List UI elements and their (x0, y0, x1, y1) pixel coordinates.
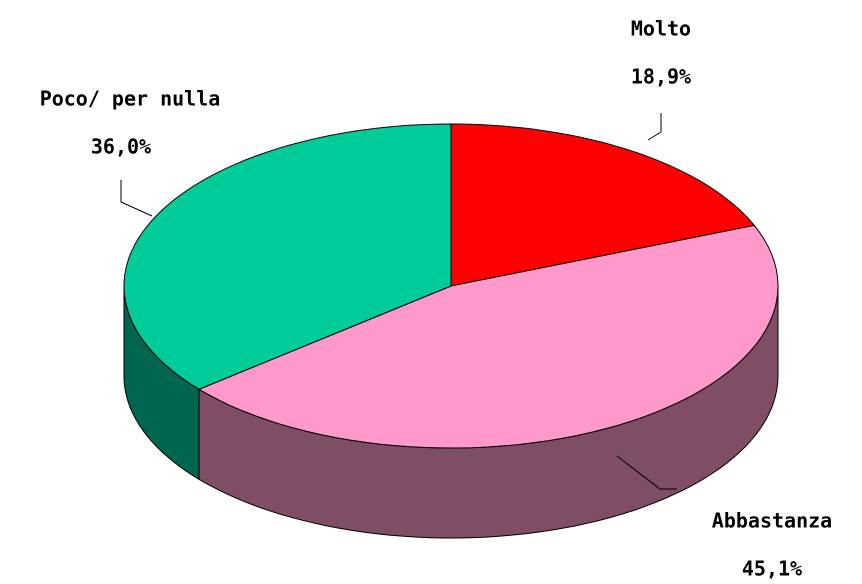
slice (450, 123, 756, 287)
slice (197, 224, 779, 449)
slice-label: Molto (631, 17, 691, 41)
value-label: 18,9% (631, 65, 691, 89)
slice-label: Abbastanza (712, 509, 832, 533)
slice (123, 123, 452, 390)
slice-label: Poco/ per nulla (40, 87, 221, 111)
value-label: 45,1% (742, 557, 802, 581)
leader-line (616, 455, 677, 490)
leader-line (647, 113, 662, 141)
value-label: 36,0% (91, 135, 151, 159)
leader-line (120, 180, 153, 217)
